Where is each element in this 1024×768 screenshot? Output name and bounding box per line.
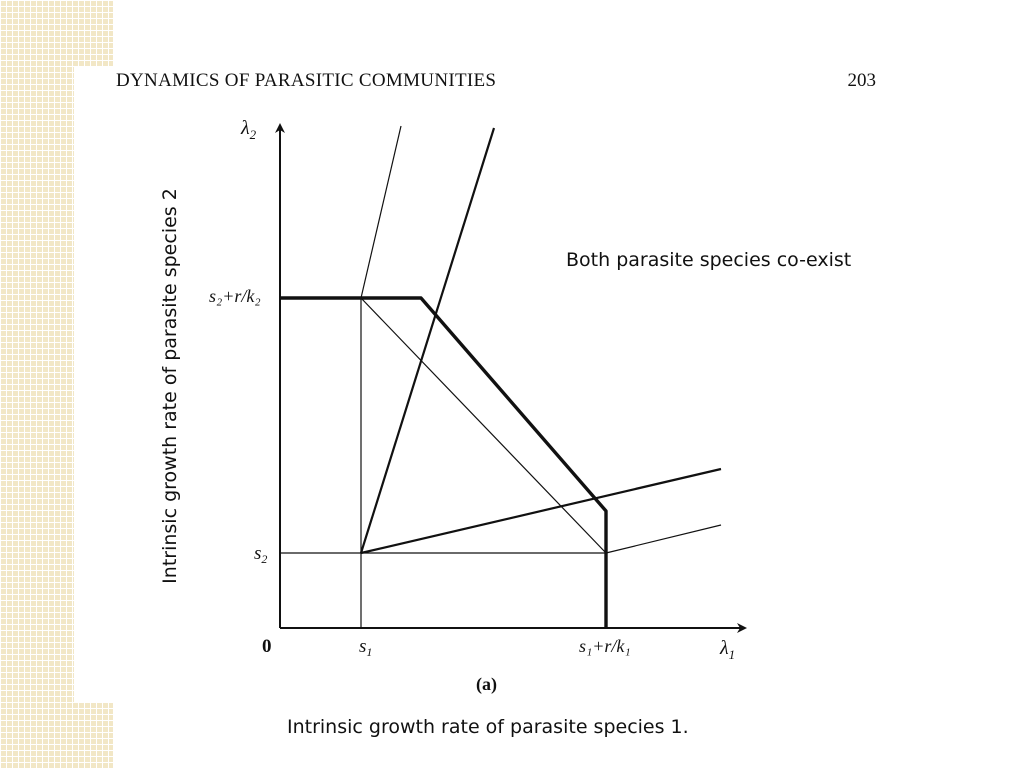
upper-boundary-line [359, 127, 496, 554]
thin-upper-ray [360, 125, 402, 299]
x-axis-symbol: λ1 [719, 637, 735, 662]
y-axis-title: Intrinsic growth rate of parasite specie… [159, 188, 181, 584]
x-tick-upper: s₁+r/k₁ [579, 636, 631, 656]
lower-boundary-line [360, 467, 722, 555]
header-page-number: 203 [847, 70, 877, 91]
origin-label: 0 [262, 636, 272, 657]
thin-diagonal-line [360, 297, 607, 554]
thin-right-ray [605, 524, 722, 554]
page-header: DYNAMICS OF PARASITIC COMMUNITIES 203 [116, 70, 876, 96]
header-title: DYNAMICS OF PARASITIC COMMUNITIES [116, 70, 497, 91]
region-label: Both parasite species co-exist [566, 249, 852, 271]
y-tick-upper: s₂+r/k₂ [209, 286, 261, 306]
x-tick-s1: s1 [359, 636, 372, 659]
scanned-page [74, 66, 894, 702]
panel-label: (a) [476, 674, 497, 695]
thick-boundary [280, 296, 608, 628]
y-tick-s2: s2 [254, 543, 267, 566]
x-axis-title: Intrinsic growth rate of parasite specie… [287, 716, 689, 738]
y-axis-symbol: λ2 [240, 117, 257, 142]
